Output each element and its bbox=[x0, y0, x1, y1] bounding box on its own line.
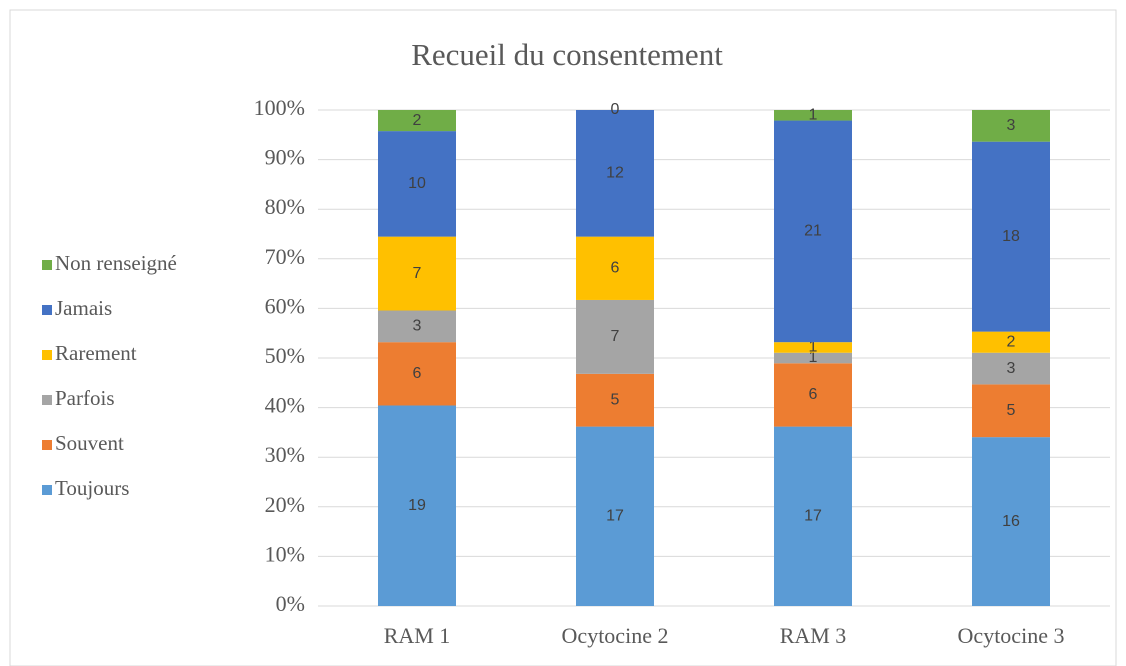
bar-segment bbox=[576, 110, 654, 237]
data-label: 2 bbox=[413, 112, 422, 129]
data-label: 1 bbox=[809, 106, 818, 123]
data-label: 10 bbox=[408, 175, 426, 192]
bar-segment bbox=[378, 131, 456, 237]
data-label: 18 bbox=[1002, 228, 1020, 245]
chart-title: Recueil du consentement bbox=[411, 37, 723, 72]
legend-swatch bbox=[42, 485, 52, 495]
x-tick-label: Ocytocine 2 bbox=[562, 623, 669, 648]
bar-segment bbox=[378, 405, 456, 606]
legend-label: Souvent bbox=[55, 431, 124, 455]
bar-segment bbox=[378, 310, 456, 343]
bar-segment bbox=[972, 352, 1050, 385]
y-tick-label: 40% bbox=[265, 393, 305, 418]
data-label: 7 bbox=[611, 328, 620, 345]
legend-swatch bbox=[42, 395, 52, 405]
data-label: 12 bbox=[606, 165, 624, 182]
legend-label: Toujours bbox=[55, 476, 129, 500]
bar-segment bbox=[576, 373, 654, 427]
x-tick-label: RAM 1 bbox=[384, 623, 451, 648]
data-label: 3 bbox=[1007, 360, 1016, 377]
data-label: 5 bbox=[1007, 402, 1016, 419]
data-label: 19 bbox=[408, 497, 426, 514]
bar-segment bbox=[774, 120, 852, 343]
chart-border bbox=[9, 9, 1117, 666]
x-tick-label: Ocytocine 3 bbox=[958, 623, 1065, 648]
data-label: 3 bbox=[1007, 117, 1016, 134]
bar-segment bbox=[576, 426, 654, 606]
y-tick-label: 60% bbox=[265, 293, 305, 318]
data-label: 17 bbox=[804, 508, 822, 525]
data-label: 1 bbox=[809, 349, 818, 366]
y-tick-label: 90% bbox=[265, 145, 305, 170]
bar-segment bbox=[576, 299, 654, 374]
bar-segment bbox=[774, 110, 852, 121]
bar-segment bbox=[378, 236, 456, 311]
legend-label: Parfois bbox=[55, 386, 115, 410]
y-tick-label: 70% bbox=[265, 244, 305, 269]
y-tick-label: 0% bbox=[276, 591, 305, 616]
legend-swatch bbox=[42, 260, 52, 270]
data-label: 21 bbox=[804, 223, 822, 240]
bar-segment bbox=[378, 342, 456, 406]
bar-segment bbox=[576, 236, 654, 300]
y-tick-label: 10% bbox=[265, 541, 305, 566]
bar-segment bbox=[972, 110, 1050, 142]
y-tick-label: 30% bbox=[265, 442, 305, 467]
x-tick-label: RAM 3 bbox=[780, 623, 847, 648]
bar-segment bbox=[972, 437, 1050, 606]
y-tick-label: 20% bbox=[265, 492, 305, 517]
data-label: 1 bbox=[809, 339, 818, 356]
data-label: 17 bbox=[606, 508, 624, 525]
legend-swatch bbox=[42, 440, 52, 450]
data-label: 6 bbox=[809, 386, 818, 403]
bar-segment bbox=[774, 426, 852, 606]
data-label: 0 bbox=[611, 101, 620, 118]
data-label: 6 bbox=[413, 365, 422, 382]
bar-segment bbox=[774, 352, 852, 364]
y-tick-label: 80% bbox=[265, 194, 305, 219]
bar-segment bbox=[774, 363, 852, 427]
legend-swatch bbox=[42, 350, 52, 360]
data-label: 2 bbox=[1007, 333, 1016, 350]
y-tick-label: 50% bbox=[265, 343, 305, 368]
bar-segment bbox=[972, 331, 1050, 353]
legend-label: Non renseigné bbox=[55, 251, 177, 275]
data-label: 6 bbox=[611, 260, 620, 277]
bar-segment bbox=[774, 342, 852, 353]
data-label: 5 bbox=[611, 391, 620, 408]
legend-label: Jamais bbox=[55, 296, 112, 320]
y-tick-label: 100% bbox=[254, 95, 305, 120]
bar-segment bbox=[972, 384, 1050, 438]
legend-label: Rarement bbox=[55, 341, 137, 365]
data-label: 7 bbox=[413, 265, 422, 282]
legend-swatch bbox=[42, 305, 52, 315]
data-label: 3 bbox=[413, 318, 422, 335]
data-label: 16 bbox=[1002, 513, 1020, 530]
bar-segment bbox=[972, 141, 1050, 332]
bar-segment bbox=[378, 110, 456, 132]
